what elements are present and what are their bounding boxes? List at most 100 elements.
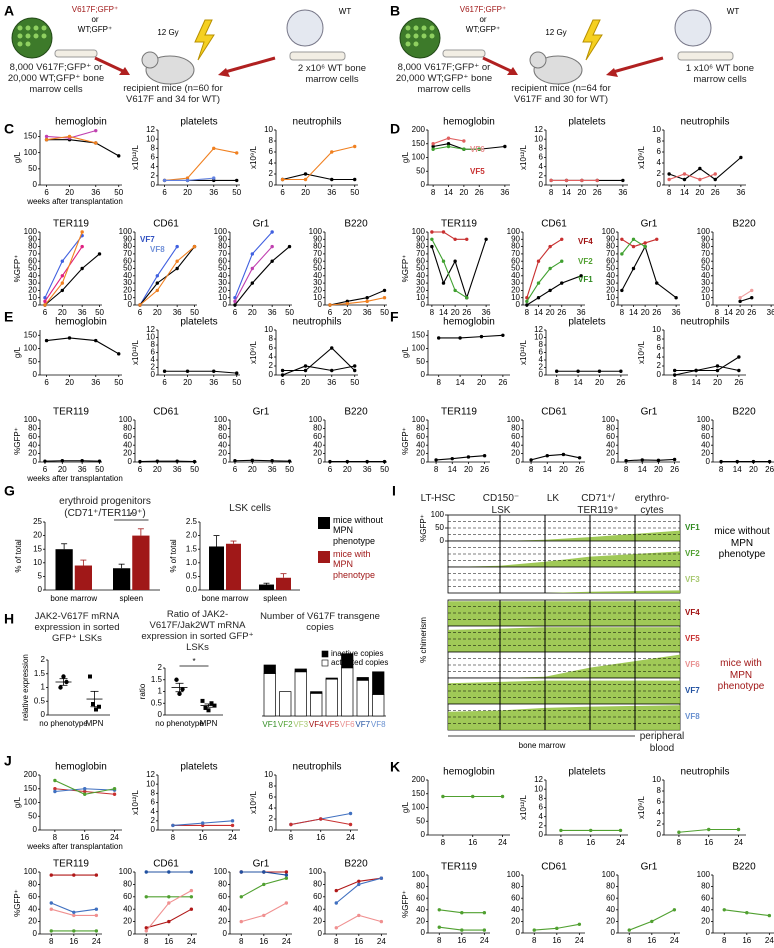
y-tick-label: 200 [412, 775, 426, 784]
y-tick-label: 90 [606, 234, 615, 243]
y-tick-label: 70 [313, 249, 322, 258]
x-tick-label: 36 [500, 188, 509, 197]
x-tick-label: 8 [441, 838, 446, 847]
recipient-text: recipient mice (n=64 for V617F and 30 fo… [511, 83, 611, 105]
plot-title: hemoglobin [55, 762, 107, 773]
y-tick-label: 200 [24, 770, 38, 779]
y-tick-label: 8 [539, 340, 544, 349]
arrow [482, 56, 514, 74]
x-tick-label: 8 [559, 838, 564, 847]
plot-title: neutrophils [293, 117, 342, 128]
series-point [94, 913, 99, 918]
dose: 12 Gy [545, 28, 566, 37]
plot-title: B220 [344, 859, 368, 870]
series-line [282, 365, 355, 376]
bar-activated [341, 667, 354, 717]
plot-title: hemoglobin [443, 767, 495, 778]
plot-title: B220 [344, 407, 368, 418]
y-tick-label: 100 [24, 148, 38, 157]
y-tick-label: 30 [511, 278, 520, 287]
y-tick-label: 6 [657, 343, 662, 352]
y-tick-label: 10 [534, 333, 543, 342]
chart-title: LSK cells [229, 503, 271, 514]
y-tick-label: 0 [128, 929, 133, 938]
x-tick-label: 8 [719, 465, 724, 474]
y-tick-label: 5 [38, 572, 43, 581]
y-tick-label: 0 [421, 180, 426, 189]
series-line [335, 877, 382, 904]
y-tick-label: 80 [511, 424, 520, 433]
x-tick-label: 36 [363, 308, 372, 317]
series-line [44, 235, 83, 298]
y-tick-label: 100 [119, 227, 133, 236]
y-tick-label: 80 [416, 882, 425, 891]
x-tick-label: 16 [198, 833, 207, 842]
y-tick-label: 40 [511, 905, 520, 914]
y-tick-label: 6 [657, 797, 662, 806]
data-point [177, 691, 182, 697]
y-tick-label: 40 [416, 905, 425, 914]
y-tick-label: 60 [123, 256, 132, 265]
bar-inactive [372, 671, 385, 695]
annotation: VF2 [578, 257, 593, 266]
y-tick-label: 0 [706, 300, 711, 309]
y-tick-label: 60 [28, 432, 37, 441]
y-axis-label: x10⁹/L [637, 145, 646, 169]
plot-title: B220 [732, 862, 756, 873]
x-tick-label: 8 [627, 936, 632, 945]
x-tick-label: 8 [532, 936, 537, 945]
plot-title: Gr1 [641, 219, 658, 230]
y-tick-label: 0.5 [186, 572, 198, 581]
x-tick-label: 36 [268, 308, 277, 317]
x-tick-label: 8 [437, 936, 442, 945]
y-tick-label: 2 [539, 821, 544, 830]
lightning [582, 19, 603, 61]
y-tick-label: 100 [412, 870, 426, 879]
y-axis-label: %GFP⁺ [13, 889, 22, 917]
x-tick-label: 16 [259, 937, 268, 946]
y-axis-label: %GFP⁺ [401, 427, 410, 455]
y-tick-label: 0 [421, 457, 426, 466]
y-tick-label: 60 [511, 256, 520, 265]
panel-label: D [390, 121, 400, 137]
row-label: VF7 [685, 686, 700, 695]
bar-activated [310, 692, 323, 717]
y-tick-label: 60 [416, 432, 425, 441]
y-tick-label: 1.5 [151, 675, 163, 684]
y-tick-label: 6 [269, 792, 274, 801]
cell [405, 33, 411, 39]
y-tick-label: 0 [41, 710, 46, 719]
series-point [94, 907, 99, 911]
series-line [439, 909, 485, 914]
y-tick-label: 30 [218, 278, 227, 287]
y-tick-label: 4 [657, 158, 662, 167]
row-label: VF6 [685, 660, 700, 669]
y-tick-label: 0 [269, 825, 274, 834]
plot-title: B220 [344, 219, 368, 230]
x-tick-label: 50 [95, 465, 104, 474]
plot-title: platelets [568, 117, 605, 128]
x-tick-label: 6 [43, 465, 48, 474]
series-line [439, 926, 485, 931]
y-tick-label: 40 [416, 440, 425, 449]
y-tick-label: 4 [539, 162, 544, 171]
y-tick-label: 4 [269, 803, 274, 812]
series-line [54, 788, 115, 795]
x-tick-label: 20 [546, 308, 555, 317]
x-tick-label: 20 [749, 465, 758, 474]
y-tick-label: 4 [539, 355, 544, 364]
x-tick-label: 6 [280, 378, 285, 387]
cell [41, 33, 47, 39]
panel-label: F [390, 309, 399, 325]
y-tick-label: 20 [511, 449, 520, 458]
y-tick-label: 0 [539, 370, 544, 379]
bar-inactive [356, 677, 369, 681]
legend-swatch [318, 517, 330, 529]
series-line [668, 157, 742, 181]
x-tick-label: 16 [164, 937, 173, 946]
bar-inactive [325, 677, 338, 680]
y-tick-label: 10 [416, 293, 425, 302]
x-tick-label: 6 [138, 465, 143, 474]
x-tick-label: 8 [239, 937, 244, 946]
y-tick-label: 80 [218, 880, 227, 889]
